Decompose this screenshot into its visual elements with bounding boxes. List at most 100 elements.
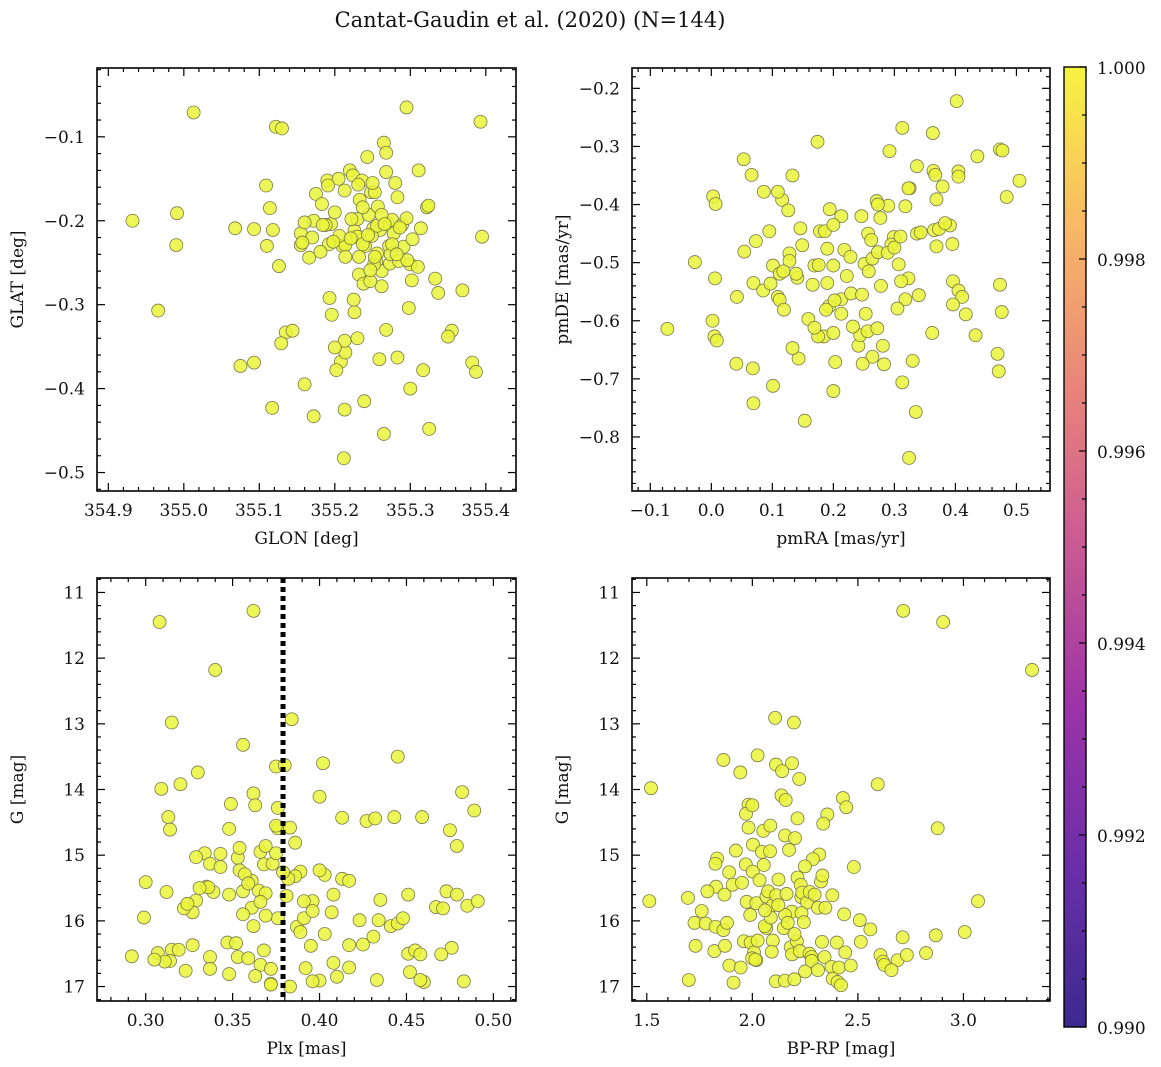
data-point [326, 887, 341, 902]
data-point [763, 818, 778, 833]
x-tick-label: 0.40 [301, 1011, 339, 1031]
data-point [877, 357, 891, 372]
data-point [776, 264, 791, 279]
data-point [213, 846, 228, 861]
y-tick-label: −0.2 [579, 79, 620, 99]
data-point [870, 777, 885, 792]
data-point [368, 811, 383, 826]
data-point [236, 737, 250, 752]
x-tick-label: 1.5 [633, 1011, 660, 1031]
data-point [793, 221, 808, 236]
data-point [913, 225, 928, 240]
data-point [863, 922, 878, 937]
x-tick-label: 355.2 [310, 501, 359, 521]
data-point [326, 234, 341, 249]
data-point [750, 748, 765, 763]
data-point [726, 975, 741, 990]
data-point [995, 143, 1010, 158]
data-point [246, 919, 261, 934]
data-point [775, 764, 789, 779]
data-point [991, 364, 1006, 379]
data-point [928, 168, 943, 182]
data-point [895, 120, 910, 135]
data-point [379, 322, 394, 337]
data-point [936, 615, 951, 629]
data-point [994, 305, 1009, 319]
panel-bprp-g: 1.5 2.0 2.5 3.0 11 12 13 14 15 16 17 BP-RP [mag] G [… [553, 577, 1051, 1059]
data-point [770, 184, 785, 199]
data-point [312, 863, 327, 878]
data-point [709, 333, 724, 348]
data-point [192, 881, 207, 895]
data-point [403, 965, 417, 979]
data-point [733, 960, 748, 975]
data-point [343, 231, 358, 246]
data-point [361, 228, 375, 242]
y-axis-label: GLAT [deg] [8, 230, 28, 328]
data-point [882, 144, 897, 158]
data-point [185, 938, 200, 953]
data-point [777, 302, 791, 317]
x-axis-label: BP-RP [mag] [787, 1039, 896, 1059]
y-tick-label: −0.4 [44, 380, 85, 400]
data-point [376, 427, 391, 441]
panel-plx-g: 0.30 0.35 0.40 0.45 0.50 11 12 13 14 15 16 17 Plx [m… [8, 577, 517, 1059]
data-point [890, 301, 905, 316]
data-point [154, 781, 169, 796]
data-point [327, 205, 342, 220]
data-point [367, 249, 382, 264]
data-point [171, 942, 186, 957]
data-point [312, 789, 327, 804]
data-point [968, 328, 983, 343]
data-point [895, 375, 910, 390]
data-point [957, 925, 972, 939]
data-point [262, 201, 277, 216]
data-point [449, 887, 464, 902]
data-point [820, 241, 835, 256]
data-point [681, 890, 695, 905]
data-point [303, 938, 318, 953]
data-point [958, 307, 973, 322]
data-point [999, 190, 1014, 204]
data-point [443, 823, 457, 838]
data-point [925, 126, 940, 140]
scatter-points [124, 603, 485, 994]
data-point [373, 892, 388, 907]
data-point [222, 887, 237, 902]
data-point [228, 221, 243, 236]
panel-pmra-pmde: −0.1 0.0 0.1 0.2 0.3 0.4 0.5 −0.8 −0.7 −0.6 −0.5 −0… [553, 67, 1051, 549]
data-point [449, 839, 464, 853]
data-point [297, 215, 312, 230]
data-point [733, 765, 748, 780]
data-point [213, 860, 228, 874]
data-point [246, 786, 261, 801]
data-point [283, 820, 297, 835]
data-point [779, 887, 794, 901]
data-point [895, 930, 910, 945]
data-point [137, 910, 151, 925]
x-tick-label: 355.0 [159, 501, 208, 521]
data-point [189, 850, 203, 865]
data-point [858, 306, 873, 321]
data-point [990, 346, 1005, 361]
data-point [1025, 663, 1039, 677]
x-tick-label: 355.1 [235, 501, 284, 521]
data-point [161, 810, 176, 824]
data-point [124, 949, 139, 964]
data-point [377, 217, 392, 232]
data-point [410, 260, 425, 274]
data-point [396, 911, 410, 926]
data-point [257, 943, 271, 958]
data-point [309, 186, 323, 201]
data-point [708, 271, 722, 286]
x-tick-label: 2.5 [844, 1011, 871, 1031]
data-point [758, 903, 772, 918]
data-point [346, 292, 361, 307]
data-point [428, 271, 443, 286]
data-point [387, 810, 402, 824]
y-tick-label: −0.5 [44, 464, 85, 484]
data-point [475, 229, 489, 244]
data-point [316, 756, 330, 771]
data-point [313, 244, 328, 259]
data-point [781, 203, 796, 218]
